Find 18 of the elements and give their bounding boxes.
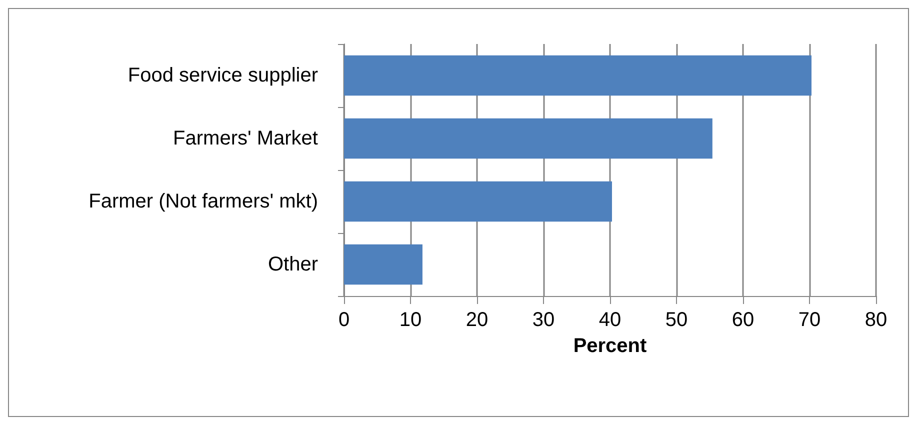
x-tick-label: 20 [466, 309, 488, 331]
y-tick-label: Farmers' Market [173, 128, 318, 150]
bar [344, 118, 712, 159]
x-tick-label: 60 [732, 309, 754, 331]
x-tick-label: 10 [399, 309, 422, 331]
bar [344, 244, 422, 285]
x-tick-label: 70 [798, 309, 821, 331]
y-tick-label: Farmer (Not farmers' mkt) [88, 190, 318, 212]
bar [344, 181, 612, 222]
x-tick-label: 30 [532, 309, 555, 331]
x-tick-label: 0 [338, 309, 350, 331]
bar [344, 55, 812, 96]
x-tick-label: 40 [598, 309, 622, 331]
x-tick-label: 50 [665, 309, 688, 331]
x-axis-title: Percent [573, 335, 648, 357]
y-tick-label: Other [268, 254, 318, 276]
y-tick-label: Food service supplier [128, 64, 318, 86]
x-tick-label: 80 [864, 309, 888, 331]
